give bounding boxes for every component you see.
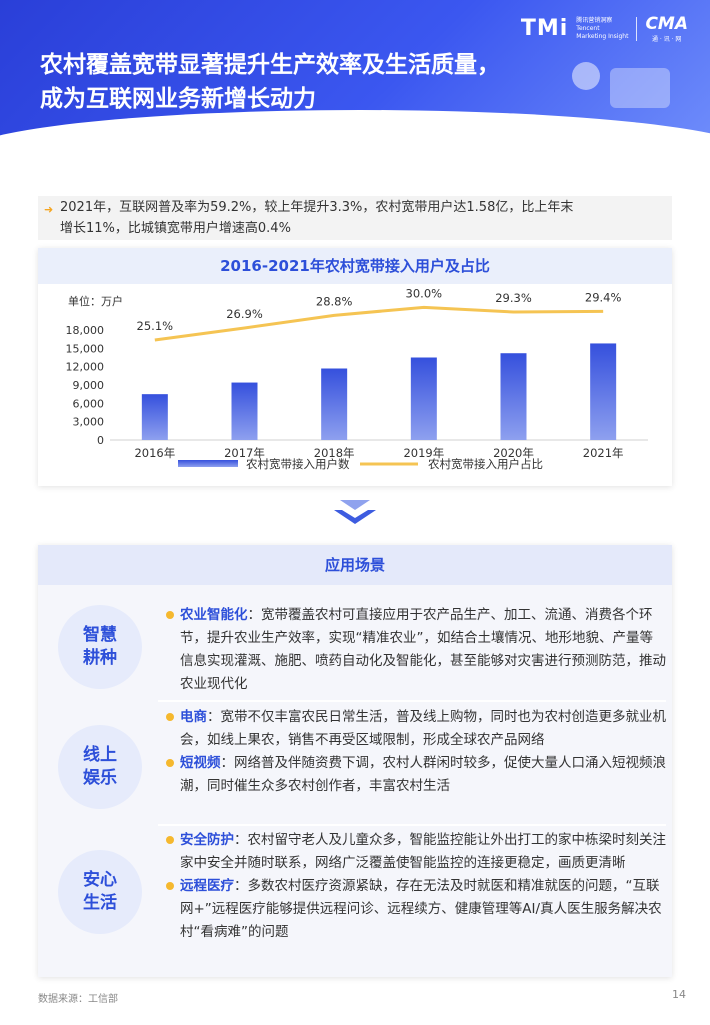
scenario-label-safe-living: 安心 生活 [58, 850, 142, 934]
scenario-label-line2: 娱乐 [83, 768, 117, 788]
tmi-logo-en2: Marketing Insight [576, 32, 629, 40]
list-item: 安全防护：农村留守老人及儿童众多，智能监控能让外出打工的家中栋梁时刻关注家中安全… [166, 829, 666, 875]
x-tick-label: 2017年 [224, 446, 265, 460]
item-text: ：宽带覆盖农村可直接应用于农产品生产、加工、流通、消费各个环节，提升农业生产效率… [180, 607, 666, 692]
legend-label: 农村宽带接入用户占比 [428, 457, 543, 471]
item-text: ：网络普及伴随资费下调，农村人群闲时较多，促使大量人口涌入短视频浪潮，同时催生众… [180, 755, 666, 794]
x-tick-label: 2018年 [314, 446, 355, 460]
page-title-line1: 农村覆盖宽带显著提升生产效率及生活质量， [40, 52, 500, 78]
logo-separator [636, 16, 638, 41]
y-tick-label: 0 [97, 434, 104, 447]
bar [231, 382, 258, 440]
legend-bar-swatch [178, 460, 238, 467]
scenario-text: 农业智能化：宽带覆盖农村可直接应用于农产品生产、加工、流通、消费各个环节，提升农… [166, 604, 666, 696]
item-keyword: 短视频 [180, 755, 221, 771]
data-label: 28.8% [316, 294, 353, 308]
item-text: ：多数农村医疗资源紧缺，存在无法及时就医和精准就医的问题，“互联网+”远程医疗能… [180, 878, 662, 940]
page-number: 14 [672, 988, 686, 1001]
item-keyword: 安全防护 [180, 832, 234, 848]
scenario-title: 应用场景 [38, 545, 672, 585]
item-keyword: 电商 [180, 709, 207, 725]
tmi-logo: TMi [520, 16, 569, 41]
summary-line1: 2021年，互联网普及率为59.2%，较上年提升3.3%，农村宽带用户达1.58… [60, 200, 574, 215]
cma-logo-subtitle: 通 · 讯 · 网 [651, 36, 682, 43]
data-label: 29.3% [495, 291, 532, 305]
bullet-dot-icon [166, 611, 174, 619]
down-arrow-icon [334, 500, 376, 524]
bullet-dot-icon [166, 759, 174, 767]
brand-logos: TMi 腾讯营销洞察 Tencent Marketing Insight CMA… [521, 14, 688, 43]
bullet-dot-icon [166, 836, 174, 844]
arrow-bullet-icon: ➜ [44, 203, 54, 216]
series-line [154, 305, 604, 342]
row-divider [158, 824, 666, 826]
y-tick-label: 6,000 [73, 397, 105, 410]
summary-line2: 增长11%，比城镇宽带用户增速高0.4% [60, 221, 291, 236]
scenario-label-line1: 线上 [83, 745, 117, 765]
bar [590, 343, 617, 440]
bar [410, 357, 437, 440]
cma-logo-text: CMA [645, 14, 688, 34]
list-item: 短视频：网络普及伴随资费下调，农村人群闲时较多，促使大量人口涌入短视频浪潮，同时… [166, 752, 666, 798]
y-tick-label: 15,000 [66, 342, 105, 355]
data-label: 30.0% [406, 286, 443, 300]
chart-unit-label: 单位：万户 [68, 295, 123, 308]
bullet-dot-icon [166, 713, 174, 721]
data-source: 数据来源：工信部 [38, 994, 118, 1005]
item-keyword: 远程医疗 [180, 878, 234, 894]
list-item: 电商：宽带不仅丰富农民日常生活，普及线上购物，同时也为农村创造更多就业机会，如线… [166, 706, 666, 752]
x-tick-label: 2020年 [493, 446, 534, 460]
tmi-logo-subtitle: 腾讯营销洞察 Tencent Marketing Insight [576, 17, 628, 41]
bullet-dot-icon [166, 882, 174, 890]
y-tick-label: 18,000 [66, 324, 105, 337]
x-tick-label: 2016年 [134, 446, 175, 460]
cma-logo: CMA 通 · 讯 · 网 [645, 14, 688, 43]
scenario-label-line1: 安心 [83, 870, 117, 890]
chart-title: 2016-2021年农村宽带接入用户及占比 [38, 248, 672, 284]
header-wave-decoration [0, 110, 710, 150]
y-tick-label: 12,000 [66, 361, 105, 374]
item-keyword: 农业智能化 [180, 607, 248, 623]
chat-bubble-icon [572, 62, 600, 90]
summary-box: ➜ 2021年，互联网普及率为59.2%，较上年提升3.3%，农村宽带用户达1.… [38, 196, 672, 240]
page-title-line2: 成为互联网业务新增长动力 [40, 86, 316, 112]
row-divider [158, 700, 666, 702]
bar [141, 394, 168, 440]
tmi-logo-cn: 腾讯营销洞察 [576, 16, 613, 24]
scenario-text: 安全防护：农村留守老人及儿童众多，智能监控能让外出打工的家中栋梁时刻关注家中安全… [166, 829, 666, 944]
laptop-illustration-icon [610, 68, 670, 108]
header-banner: 农村覆盖宽带显著提升生产效率及生活质量， 成为互联网业务新增长动力 TMi 腾讯… [0, 0, 710, 150]
bar [500, 353, 527, 440]
item-text: ：宽带不仅丰富农民日常生活，普及线上购物，同时也为农村创造更多就业机会，如线上果… [180, 709, 666, 748]
bar [321, 368, 348, 440]
chart-plot: 18,000 15,000 12,000 9,000 6,000 3,000 0 2016年 2… [66, 286, 648, 471]
scenario-label-smart-farming: 智慧 耕种 [58, 605, 142, 689]
x-tick-label: 2019年 [403, 446, 444, 460]
list-item: 远程医疗：多数农村医疗资源紧缺，存在无法及时就医和精准就医的问题，“互联网+”远… [166, 875, 666, 944]
scenario-label-line1: 智慧 [83, 625, 117, 645]
page-title: 农村覆盖宽带显著提升生产效率及生活质量， 成为互联网业务新增长动力 [40, 48, 500, 116]
scenario-text: 电商：宽带不仅丰富农民日常生活，普及线上购物，同时也为农村创造更多就业机会，如线… [166, 706, 666, 798]
scenario-label-line2: 耕种 [83, 648, 117, 668]
legend-label: 农村宽带接入用户数 [246, 457, 350, 471]
y-tick-label: 9,000 [73, 379, 105, 392]
list-item: 农业智能化：宽带覆盖农村可直接应用于农产品生产、加工、流通、消费各个环节，提升农… [166, 604, 666, 696]
x-tick-label: 2021年 [583, 446, 624, 460]
data-label: 29.4% [585, 290, 622, 304]
item-text: ：农村留守老人及儿童众多，智能监控能让外出打工的家中栋梁时刻关注家中安全并随时联… [180, 832, 666, 871]
chart-card: 2016-2021年农村宽带接入用户及占比 单位：万户 18,000 15,000… [38, 248, 672, 486]
scenario-card: 应用场景 智慧耕种 农业智能化：宽带覆盖农村可直接应用于农产品生产、加工、流通、… [38, 545, 672, 977]
data-label: 26.9% [226, 307, 263, 321]
data-label: 25.1% [137, 319, 174, 333]
y-tick-label: 3,000 [73, 416, 105, 429]
scenario-label-line2: 生活 [83, 893, 117, 913]
scenario-label-online-entertainment: 线上 娱乐 [58, 725, 142, 809]
tmi-logo-en1: Tencent [576, 24, 600, 32]
